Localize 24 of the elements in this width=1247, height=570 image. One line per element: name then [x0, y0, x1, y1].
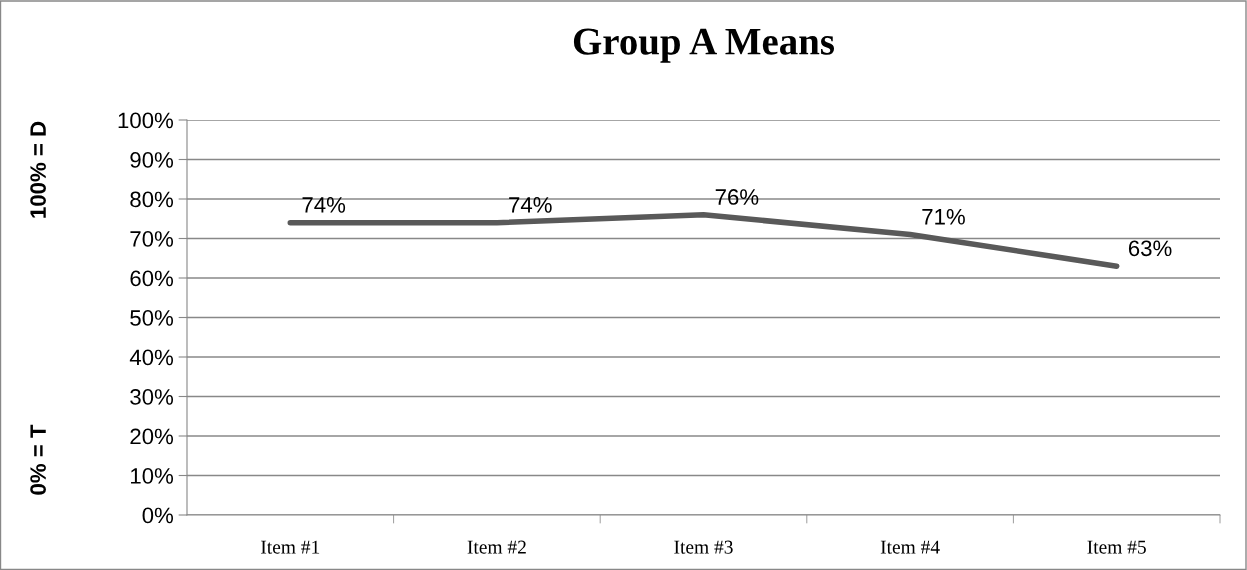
y-tick-label: 40%	[129, 349, 174, 366]
chart-title: Group A Means	[573, 28, 835, 63]
y-tick-label: 50%	[130, 310, 174, 326]
x-tick-label: Item #4	[880, 540, 940, 554]
y-tick-label: 20%	[130, 428, 174, 445]
y-tick-label: 0%	[142, 507, 174, 524]
y-tick-label: 30%	[130, 389, 174, 405]
y-tick-label: 90%	[130, 152, 174, 168]
y-tick-label: 60%	[130, 270, 174, 287]
y-tick-label: 70%	[130, 231, 174, 247]
y-tick-label: 80%	[130, 191, 174, 208]
data-label: 76%	[715, 189, 759, 205]
y-axis-title: 100% = D	[30, 121, 46, 218]
data-label: 74%	[302, 197, 346, 213]
data-label: 71%	[922, 208, 965, 225]
data-label: 74%	[509, 197, 552, 213]
x-tick-label: Item #5	[1087, 540, 1146, 554]
y-tick-label: 10%	[131, 468, 174, 484]
y-tick-label: 100%	[118, 112, 174, 129]
data-label: 63%	[1128, 240, 1172, 257]
x-tick-label: Item #1	[261, 540, 320, 554]
x-tick-label: Item #3	[674, 540, 733, 554]
text: 0% = T	[30, 424, 46, 495]
x-tick-label: Item #2	[467, 540, 526, 554]
